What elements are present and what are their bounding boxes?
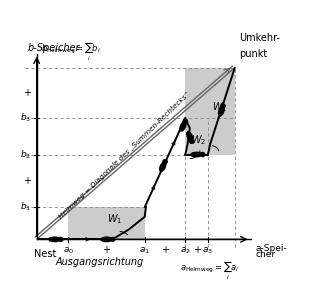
Text: $a_{\mathrm{Heimweg}} = \sum_i a_i$: $a_{\mathrm{Heimweg}} = \sum_i a_i$ xyxy=(180,260,240,282)
Ellipse shape xyxy=(163,160,167,163)
Text: $b_2$: $b_2$ xyxy=(20,148,31,161)
Ellipse shape xyxy=(187,132,193,141)
Ellipse shape xyxy=(59,237,63,241)
Text: $W_1$: $W_1$ xyxy=(107,213,122,226)
Text: $W_2$: $W_2$ xyxy=(191,134,206,147)
Text: $b_{\mathrm{Heimweg}} = \sum_i b_i$: $b_{\mathrm{Heimweg}} = \sum_i b_i$ xyxy=(41,40,101,63)
Text: $a_0$: $a_0$ xyxy=(63,245,74,256)
Text: $W_1$: $W_1$ xyxy=(212,100,228,114)
Ellipse shape xyxy=(49,237,60,241)
Ellipse shape xyxy=(101,237,112,241)
Ellipse shape xyxy=(221,104,225,108)
Ellipse shape xyxy=(183,119,188,123)
Text: Umkehr-: Umkehr- xyxy=(239,33,280,43)
Bar xyxy=(68,207,145,239)
Ellipse shape xyxy=(111,237,115,241)
Ellipse shape xyxy=(218,106,224,116)
Text: punkt: punkt xyxy=(239,49,267,59)
Text: Ausgangsrichtung: Ausgangsrichtung xyxy=(56,257,144,267)
Text: $a_1$: $a_1$ xyxy=(139,245,150,256)
Ellipse shape xyxy=(190,140,194,143)
Ellipse shape xyxy=(180,122,186,131)
Text: Nest: Nest xyxy=(34,249,57,259)
Text: +: + xyxy=(23,176,31,186)
Text: +: + xyxy=(161,245,169,255)
Bar xyxy=(185,68,235,155)
Text: +: + xyxy=(23,88,31,98)
Text: Heimweg = Diagonale des „Summen-Rechtecks“: Heimweg = Diagonale des „Summen-Rechteck… xyxy=(58,91,191,220)
Text: +: + xyxy=(192,245,201,255)
Text: $b_1$: $b_1$ xyxy=(20,201,31,213)
Ellipse shape xyxy=(191,152,202,157)
Text: a-Spei-: a-Spei- xyxy=(255,245,287,253)
Text: +: + xyxy=(102,245,110,255)
Text: $b_3$: $b_3$ xyxy=(20,112,31,125)
Text: cher: cher xyxy=(255,251,275,259)
Text: $a_2$: $a_2$ xyxy=(180,245,191,256)
Ellipse shape xyxy=(201,152,205,157)
Text: b-Speicher: b-Speicher xyxy=(28,43,80,53)
Text: $a_3$: $a_3$ xyxy=(202,245,213,256)
Ellipse shape xyxy=(160,162,166,171)
